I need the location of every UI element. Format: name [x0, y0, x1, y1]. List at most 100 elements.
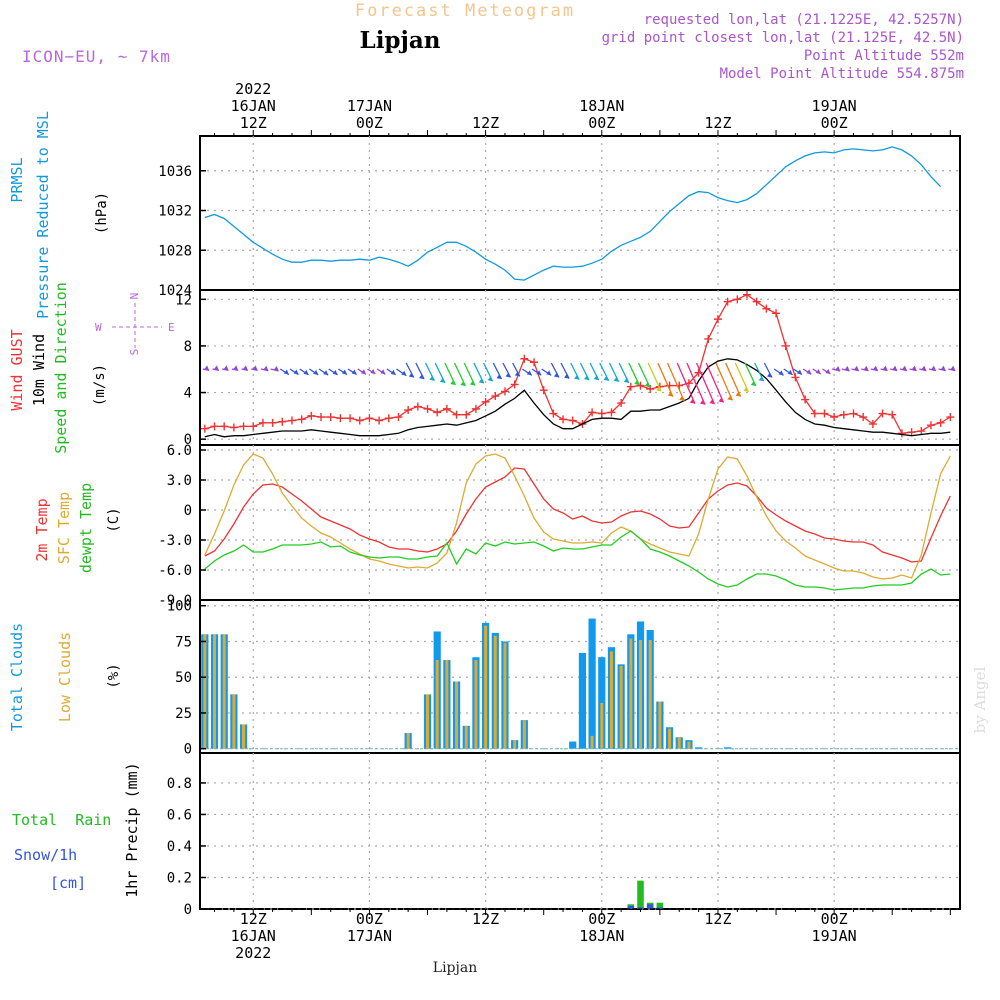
low-cloud-bar	[232, 694, 236, 749]
temp-dewpt-label: dewpt Temp	[77, 483, 95, 573]
precip-frame	[199, 752, 961, 910]
wind-arrow-head	[505, 372, 511, 378]
gust-marker	[743, 290, 752, 299]
gust-marker	[549, 409, 558, 418]
gust-marker	[559, 415, 568, 424]
gust-marker	[375, 416, 384, 425]
wind-arrow-head	[263, 365, 269, 371]
wind-arrow-head	[564, 373, 570, 379]
y-tick-label: 100	[167, 599, 192, 615]
requested-coords: requested lon,lat (21.1225E, 42.5257N)	[644, 12, 964, 28]
time-axis-label: 00Z	[588, 910, 615, 928]
gust-marker	[704, 334, 713, 343]
wind-arrow-head	[536, 370, 542, 376]
low-cloud-bar	[590, 735, 594, 749]
time-axis-label: 12Z	[704, 114, 731, 132]
wind-arrow-shaft	[676, 362, 696, 404]
wind-arrow-head	[743, 386, 749, 392]
gust-marker	[907, 428, 916, 437]
wind-arrow-head	[242, 365, 248, 371]
wind-arrow-head	[450, 379, 456, 385]
low-cloud-bar	[639, 640, 643, 749]
wind-arrow-head	[815, 369, 821, 375]
pressure-label-1: PRMSL	[8, 157, 26, 202]
wind-arrow-head	[323, 370, 329, 376]
gust-marker	[433, 408, 442, 417]
gust-marker	[926, 421, 935, 430]
wind-arrow-head	[603, 375, 609, 381]
total-cloud-bar	[578, 652, 587, 749]
wind-arrow-head	[526, 370, 532, 376]
gust-marker	[588, 408, 597, 417]
low-cloud-bar	[464, 725, 468, 749]
gust-marker	[404, 406, 413, 415]
series-line-0	[204, 293, 951, 434]
wind-arrow-shaft	[696, 362, 716, 405]
wind-arrow-head	[735, 391, 741, 397]
wind-arrow-head	[553, 372, 559, 378]
wind-unit: (m/s)	[92, 364, 108, 406]
gust-marker	[830, 413, 839, 422]
wind-ticks: 0 4 8 12	[175, 292, 206, 448]
gust-marker	[326, 413, 335, 422]
gust-marker	[772, 309, 781, 318]
wind-arrow-head	[778, 370, 784, 376]
y-tick-label: 8	[184, 339, 192, 355]
wind-arrow-head	[872, 365, 878, 371]
low-cloud-bar	[648, 640, 652, 749]
time-axis-label: 00Z	[821, 910, 848, 928]
wind-arrow-head	[341, 369, 347, 375]
y-tick-label: 6.0	[167, 443, 192, 459]
rain-label: Total Rain	[12, 811, 111, 829]
total-clouds-label: Total Clouds	[8, 623, 26, 731]
low-cloud-bar	[619, 665, 623, 749]
wind-arrow-head	[750, 381, 756, 387]
gust-marker	[539, 386, 548, 395]
wind-arrow-head	[233, 365, 239, 371]
time-axis-label: 16JAN	[231, 927, 276, 945]
wind-arrow-head	[252, 365, 258, 371]
wind-arrow-head	[623, 377, 629, 383]
total-cloud-bar	[694, 747, 703, 749]
time-axis-label: 12Z	[704, 910, 731, 928]
wind-arrow-head	[487, 376, 493, 382]
gust-marker	[723, 297, 732, 306]
gust-marker	[636, 381, 645, 390]
wind-arrow-head	[469, 380, 475, 386]
gust-marker	[510, 380, 519, 389]
time-axis-label: 18JAN	[579, 97, 624, 115]
low-cloud-bar	[455, 681, 459, 749]
temperature-series	[204, 453, 951, 591]
wind-grid	[200, 290, 960, 445]
watermark: by Angel	[971, 666, 989, 733]
gust-marker	[520, 354, 529, 363]
low-cloud-bar	[445, 660, 449, 749]
wind-arrow-head	[303, 369, 309, 375]
gust-marker	[336, 414, 345, 423]
wind-arrow-shaft	[734, 362, 750, 393]
wind-arrow-head	[360, 369, 366, 375]
snow-bar	[646, 904, 654, 909]
wind-direction-arrows	[202, 362, 956, 405]
compass-east: E	[168, 321, 175, 334]
low-cloud-bar	[609, 651, 613, 749]
gust-marker	[859, 413, 868, 422]
compass-north: N	[128, 293, 141, 300]
y-tick-label: 0	[184, 432, 192, 448]
wind-arrow-shaft	[686, 362, 706, 405]
wind-arrow-head	[679, 395, 685, 401]
wind-arrow-head	[460, 381, 466, 387]
wind-arrow-head	[796, 369, 802, 375]
wind-arrow-head	[593, 375, 599, 381]
gust-marker	[297, 415, 306, 424]
compass-west: W	[95, 321, 102, 334]
precip-bars	[200, 880, 960, 910]
low-cloud-bar	[503, 642, 507, 749]
gust-marker	[249, 422, 258, 431]
wind-arrow-head	[313, 369, 319, 375]
time-axis-label: 17JAN	[347, 97, 392, 115]
low-cloud-bar	[668, 728, 672, 749]
y-tick-label: 4	[184, 386, 192, 402]
